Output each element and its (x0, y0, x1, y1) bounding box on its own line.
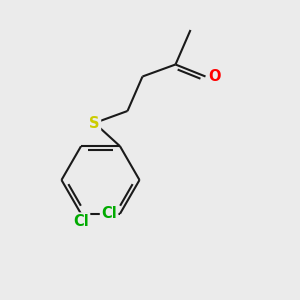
Text: Cl: Cl (73, 214, 89, 229)
Text: S: S (89, 116, 100, 130)
Text: Cl: Cl (101, 206, 117, 221)
Text: O: O (208, 69, 220, 84)
